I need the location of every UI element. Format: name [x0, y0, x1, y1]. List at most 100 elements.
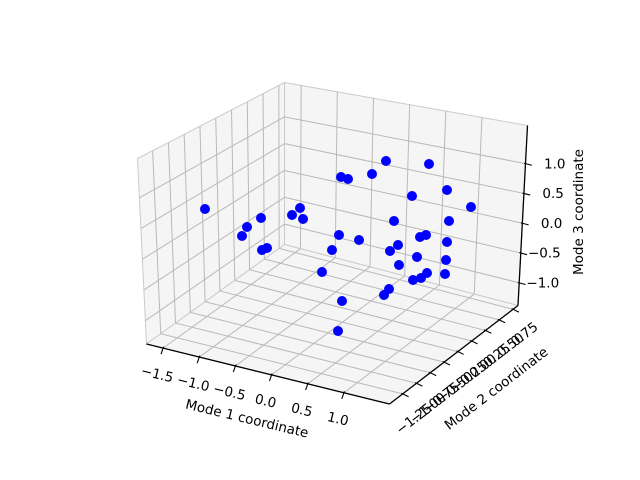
x-gridline: [299, 85, 302, 249]
y-gridline: [249, 269, 486, 331]
scatter-point: [440, 269, 450, 279]
y-gridline: [231, 109, 236, 281]
z-gridline: [284, 169, 523, 224]
scatter-point: [441, 255, 451, 265]
z-gridline: [284, 196, 521, 254]
x-gridline: [235, 266, 371, 367]
scatter-point: [381, 156, 391, 166]
scatter-point: [412, 252, 422, 262]
z-gridline: [140, 143, 285, 229]
x-gridline: [334, 91, 338, 258]
x-tick-label: 0.0: [253, 391, 278, 412]
scatter-point: [442, 237, 452, 247]
scatter-point: [424, 159, 434, 169]
z-gridline: [284, 116, 526, 165]
scatter-point: [393, 240, 403, 250]
x-tick-label: −0.5: [212, 381, 248, 404]
z-tick-label: 1.0: [544, 156, 565, 172]
scatter-point: [407, 191, 417, 201]
x-tick-label: 1.0: [326, 409, 351, 430]
z-gridline: [145, 223, 285, 322]
y-gridline: [190, 311, 431, 374]
scatter-point: [385, 246, 395, 256]
scatter-point: [327, 245, 337, 255]
y-tick-mark: [511, 308, 520, 313]
x-gridline: [307, 284, 440, 385]
z-gridline: [143, 196, 285, 291]
x-gridline: [438, 111, 447, 286]
y-tick-label: 0.75: [508, 319, 542, 350]
y-gridline: [279, 247, 514, 310]
y-tick-mark: [470, 339, 478, 345]
z-gridline: [139, 116, 285, 199]
y-gridline: [262, 93, 265, 260]
scatter-point: [262, 243, 272, 253]
y-gridline: [205, 301, 445, 363]
x-tick-mark: [196, 355, 201, 364]
y-gridline: [264, 258, 500, 321]
scatter-point: [317, 267, 327, 277]
y-gridline: [246, 101, 251, 270]
scatter-point: [444, 216, 454, 226]
x-tick-label: −1.0: [175, 372, 211, 395]
x-gridline: [369, 98, 374, 267]
z-gridline: [284, 143, 525, 194]
y-tick-mark: [442, 360, 451, 366]
scatter-point: [242, 222, 252, 232]
scatter-point: [384, 284, 394, 294]
x-tick-label: 0.5: [289, 400, 314, 421]
z-axis-title: Mode 3 coordinate: [571, 149, 587, 275]
y-gridline: [160, 333, 403, 395]
y-gridline: [219, 290, 459, 353]
scatter-point: [295, 203, 305, 213]
x-gridline: [162, 248, 301, 349]
x-axis-spine: [146, 343, 390, 405]
scatter-point: [394, 260, 404, 270]
y-tick-mark: [428, 371, 437, 377]
scatter-point: [200, 204, 210, 214]
scatter-point: [442, 185, 452, 195]
scatter-point: [334, 230, 344, 240]
scatter-point: [237, 231, 247, 241]
x-tick-mark: [305, 382, 309, 391]
y-tick-mark: [497, 318, 506, 324]
scatter-point: [408, 275, 418, 285]
z-tick-mark: [517, 281, 526, 286]
scatter-point: [466, 202, 476, 212]
scatter-point: [354, 235, 364, 245]
x-axis-title: Mode 1 coordinate: [184, 397, 310, 442]
y-tick-mark: [401, 392, 409, 398]
y-tick-mark: [414, 382, 423, 387]
x-tick-mark: [160, 346, 165, 355]
x-gridline: [198, 257, 336, 358]
scatter-point: [389, 216, 399, 226]
scatter-point: [298, 214, 308, 224]
z-tick-label: 0.0: [541, 216, 562, 232]
z-tick-mark: [519, 252, 528, 256]
z-gridline: [142, 170, 285, 260]
z-tick-mark: [523, 162, 532, 166]
x-gridline: [343, 293, 475, 394]
scatter-point: [337, 296, 347, 306]
y-tick-mark: [456, 350, 464, 355]
z-gridline: [284, 223, 520, 284]
scatter-point: [367, 169, 377, 179]
y-gridline: [199, 126, 206, 302]
z-tick-label: 0.5: [542, 186, 563, 202]
z-axis-spine: [517, 125, 529, 306]
y-tick-mark: [483, 329, 492, 334]
x-gridline: [404, 104, 411, 276]
x-tick-label: −1.5: [139, 363, 175, 386]
scatter-point: [343, 174, 353, 184]
scatter-point: [287, 210, 297, 220]
z-tick-label: −1.0: [526, 276, 559, 292]
y-gridline: [152, 150, 162, 334]
z-tick-mark: [522, 192, 531, 196]
scatter-point: [422, 268, 432, 278]
y-gridline: [167, 142, 177, 324]
z-tick-mark: [520, 222, 529, 226]
scatter-point: [333, 326, 343, 336]
y-axis-spine: [389, 304, 519, 405]
